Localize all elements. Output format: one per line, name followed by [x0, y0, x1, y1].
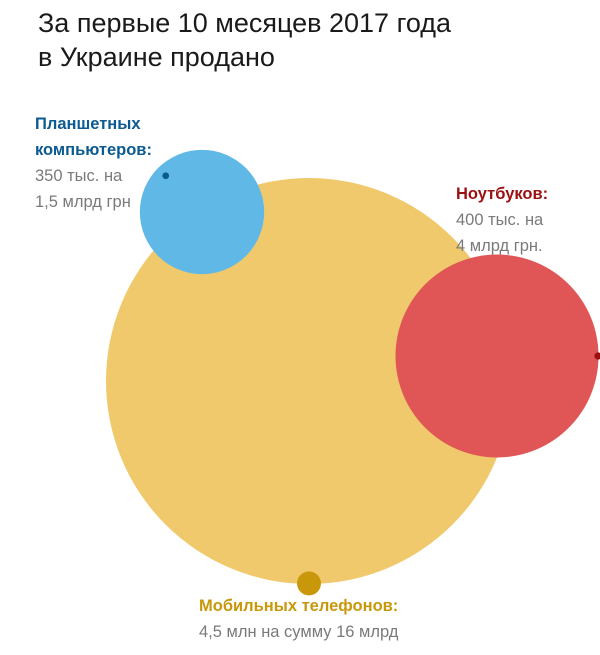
laptops-units-dot: [594, 352, 600, 360]
chart-title-line-2: в Украине продано: [38, 42, 275, 72]
tablets-name-line-2: компьютеров:: [35, 141, 152, 159]
phones-label: Мобильных телефонов: 4,5 млн на сумму 16…: [199, 593, 398, 645]
laptops-label: Ноутбуков: 400 тыс. на 4 млрд грн.: [456, 181, 548, 259]
laptops-name: Ноутбуков:: [456, 185, 549, 203]
phones-units-dot: [297, 571, 321, 596]
laptops-value-bubble: [395, 254, 599, 458]
tablets-desc-line-1: 350 тыс. на: [35, 167, 123, 185]
tablets-desc-line-2: 1,5 млрд грн: [35, 193, 131, 211]
tablets-value-bubble: [139, 149, 265, 275]
tablets-label: Планшетных компьютеров: 350 тыс. на 1,5 …: [35, 111, 152, 215]
phones-name: Мобильных телефонов:: [199, 597, 399, 615]
chart-title: За первые 10 месяцев 2017 года в Украине…: [38, 6, 578, 74]
laptops-desc-line-2: 4 млрд грн.: [456, 237, 543, 255]
laptops-desc-line-1: 400 тыс. на: [456, 211, 544, 229]
phones-value-bubble: [106, 178, 512, 584]
tablets-units-dot: [162, 172, 170, 180]
tablets-name-line-1: Планшетных: [35, 115, 141, 133]
phones-desc: 4,5 млн на сумму 16 млрд: [199, 623, 399, 641]
chart-title-line-1: За первые 10 месяцев 2017 года: [38, 8, 452, 38]
